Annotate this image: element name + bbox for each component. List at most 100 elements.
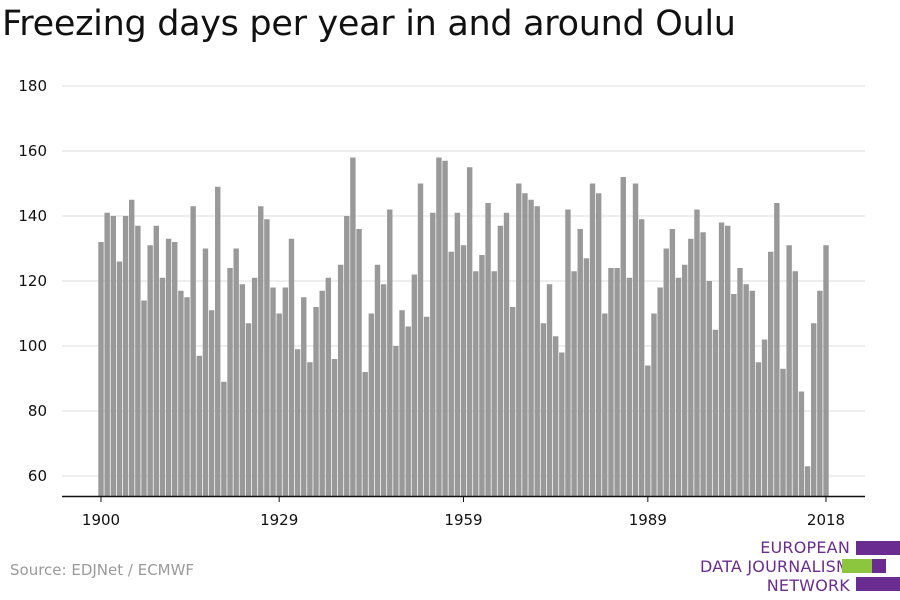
bar-1944[interactable] xyxy=(368,313,375,497)
bar-2011[interactable] xyxy=(780,368,786,496)
edjnet-logo[interactable]: EUROPEAN DATA JOURNALISM NETWORK xyxy=(670,538,900,596)
bar-1979[interactable] xyxy=(583,258,590,496)
bar-2013[interactable] xyxy=(792,271,798,496)
bar-2002[interactable] xyxy=(724,225,731,496)
bar-2008[interactable] xyxy=(761,339,768,497)
bar-1957[interactable] xyxy=(448,251,454,496)
bar-1950[interactable] xyxy=(405,326,411,497)
bar-1968[interactable] xyxy=(516,183,522,497)
bar-1937[interactable] xyxy=(325,277,332,496)
bar-2000[interactable] xyxy=(712,329,719,496)
bar-1992[interactable] xyxy=(663,248,669,497)
bar-1932[interactable] xyxy=(294,349,301,496)
bar-1912[interactable] xyxy=(172,242,178,496)
bar-1949[interactable] xyxy=(399,310,405,496)
bar-1909[interactable] xyxy=(153,225,159,496)
bar-2016[interactable] xyxy=(811,323,817,496)
bar-1934[interactable] xyxy=(307,362,313,496)
bar-1929[interactable] xyxy=(276,313,282,497)
bar-1902[interactable] xyxy=(110,216,116,496)
bar-1980[interactable] xyxy=(589,183,596,497)
bar-1975[interactable] xyxy=(559,352,565,497)
bar-1956[interactable] xyxy=(442,160,448,496)
bar-1982[interactable] xyxy=(602,313,608,497)
bar-1930[interactable] xyxy=(282,287,289,497)
bar-1904[interactable] xyxy=(122,216,129,496)
bar-1994[interactable] xyxy=(675,277,682,496)
bar-1998[interactable] xyxy=(700,232,706,496)
bar-1958[interactable] xyxy=(454,212,461,496)
bar-1988[interactable] xyxy=(638,219,645,496)
bar-1996[interactable] xyxy=(688,238,694,496)
bar-1918[interactable] xyxy=(208,310,215,496)
bar-2012[interactable] xyxy=(786,245,792,496)
bar-2003[interactable] xyxy=(731,294,737,496)
bar-1908[interactable] xyxy=(147,245,153,496)
bar-2017[interactable] xyxy=(817,290,823,496)
bar-1906[interactable] xyxy=(135,225,141,496)
bar-1901[interactable] xyxy=(104,212,110,496)
bar-1915[interactable] xyxy=(190,206,196,496)
bar-1995[interactable] xyxy=(681,264,688,496)
bar-1985[interactable] xyxy=(620,177,626,496)
bar-1964[interactable] xyxy=(491,271,497,496)
bar-1900[interactable] xyxy=(98,242,104,496)
bar-1942[interactable] xyxy=(356,229,362,496)
bar-1920[interactable] xyxy=(221,381,227,496)
bar-1947[interactable] xyxy=(387,209,393,497)
bar-1926[interactable] xyxy=(258,206,264,496)
bar-1959[interactable] xyxy=(460,245,467,496)
bar-2004[interactable] xyxy=(737,268,743,496)
bar-1905[interactable] xyxy=(129,199,135,496)
bar-1927[interactable] xyxy=(264,219,270,496)
bar-1974[interactable] xyxy=(552,336,559,496)
bar-1914[interactable] xyxy=(184,297,190,496)
bar-1953[interactable] xyxy=(423,316,430,496)
bar-1973[interactable] xyxy=(546,284,553,496)
bar-1913[interactable] xyxy=(178,290,184,496)
bar-1954[interactable] xyxy=(430,212,436,496)
bar-1923[interactable] xyxy=(239,284,246,496)
bar-1971[interactable] xyxy=(534,206,540,496)
bar-1938[interactable] xyxy=(331,359,338,496)
bar-1951[interactable] xyxy=(411,274,418,497)
bar-1965[interactable] xyxy=(497,225,504,496)
bar-1941[interactable] xyxy=(350,157,356,497)
bar-1986[interactable] xyxy=(626,277,633,496)
bar-1963[interactable] xyxy=(485,203,491,496)
bar-1962[interactable] xyxy=(479,255,485,496)
bar-1928[interactable] xyxy=(270,287,276,497)
bar-1955[interactable] xyxy=(436,157,442,497)
bar-1917[interactable] xyxy=(202,248,209,497)
bar-1970[interactable] xyxy=(528,199,534,496)
bar-2009[interactable] xyxy=(768,251,774,496)
bar-1981[interactable] xyxy=(595,193,602,496)
bar-2018[interactable] xyxy=(823,245,829,496)
bar-2010[interactable] xyxy=(774,203,780,496)
bar-2005[interactable] xyxy=(743,284,749,496)
bar-1961[interactable] xyxy=(473,271,479,496)
bar-2006[interactable] xyxy=(749,290,755,496)
bar-1924[interactable] xyxy=(245,323,252,496)
bar-1983[interactable] xyxy=(608,268,614,496)
bar-1997[interactable] xyxy=(694,209,700,497)
bar-1989[interactable] xyxy=(645,365,651,497)
bar-1993[interactable] xyxy=(669,229,676,496)
bar-1978[interactable] xyxy=(577,229,583,496)
bar-1972[interactable] xyxy=(540,323,547,496)
bar-1948[interactable] xyxy=(393,346,399,496)
bar-2014[interactable] xyxy=(798,391,805,497)
bar-2007[interactable] xyxy=(755,362,762,496)
bar-2015[interactable] xyxy=(804,466,811,496)
bar-1987[interactable] xyxy=(632,183,639,497)
bar-1907[interactable] xyxy=(141,300,147,497)
bar-1977[interactable] xyxy=(571,271,577,496)
bar-1991[interactable] xyxy=(657,287,663,497)
bar-1976[interactable] xyxy=(565,209,571,497)
bar-1967[interactable] xyxy=(509,307,516,496)
bar-1943[interactable] xyxy=(362,372,368,496)
bar-1960[interactable] xyxy=(466,167,473,496)
bar-1946[interactable] xyxy=(380,284,387,496)
bar-1925[interactable] xyxy=(251,277,258,496)
bar-2001[interactable] xyxy=(718,222,725,497)
